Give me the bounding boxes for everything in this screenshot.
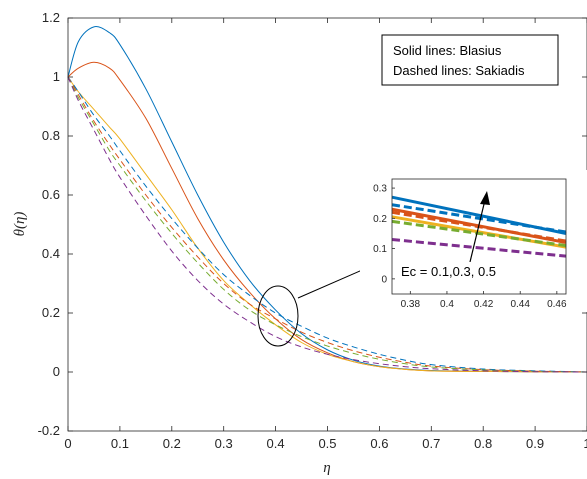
x-tick-label: 1	[583, 436, 587, 451]
legend-line-solid: Solid lines: Blasius	[393, 43, 502, 58]
y-tick-group: -0.2 0 0.2 0.4 0.6 0.8 1 1.2	[38, 10, 587, 438]
series-line-solid-2	[67, 76, 587, 373]
y-tick-label: 0.4	[42, 246, 60, 261]
inset-y-tick-group: 0 0.1 0.2 0.3	[373, 184, 395, 285]
main-plot-area: 00.10.20.30.40.50.60.70.80.91 -0.200.20.…	[38, 10, 587, 451]
inset-series-line-dashed-5	[391, 219, 567, 248]
y-tick-label: 1	[53, 69, 60, 84]
x-tick-label: 0.8	[474, 436, 492, 451]
legend: Solid lines: Blasius Dashed lines: Sakia…	[381, 34, 559, 86]
inset-y-tick-label: 0.1	[373, 244, 387, 255]
series-line-dashed-6	[67, 76, 587, 373]
x-axis-label: η	[323, 460, 330, 476]
x-tick-label: 0.2	[163, 436, 181, 451]
legend-box	[381, 34, 559, 86]
inset-x-tick-label: 0.4	[440, 299, 454, 310]
inset-series-line-dashed-6	[391, 238, 567, 258]
y-tick-label: -0.2	[38, 423, 60, 438]
inset-x-tick-label: 0.38	[401, 299, 421, 310]
x-tick-label: 0.5	[318, 436, 336, 451]
y-tick-label: 0.2	[42, 305, 60, 320]
x-tick-label: 0	[64, 436, 71, 451]
ec-arrow-head	[480, 191, 490, 205]
ec-arrow-shaft	[469, 199, 486, 263]
inset-y-tick-label: 0.3	[373, 184, 387, 195]
series-line-dashed-3	[67, 76, 587, 373]
x-tick-label: 0.9	[526, 436, 544, 451]
inset-plot: 0.38 0.4 0.42 0.44 0.46 0 0.1 0.2 0.3 Ec = 0.1,…	[360, 170, 587, 312]
annotation-background	[398, 262, 544, 280]
y-tick-label: 1.2	[42, 10, 60, 25]
inset-frame	[391, 178, 567, 295]
x-tick-group: 0 0.1 0.2 0.3 0.4 0.5 0.6 0.7 0.8 0.9 1	[64, 18, 587, 451]
series-line-dashed-4	[67, 76, 587, 373]
x-tick-label: 0.3	[215, 436, 233, 451]
x-tick-label: 0.6	[370, 436, 388, 451]
y-axis-label: θ(η)	[12, 212, 28, 237]
inset-series-line-dashed-3	[391, 203, 567, 234]
x-tick-label: 0.4	[267, 436, 285, 451]
main-series-group	[67, 26, 587, 373]
inset-x-tick-label: 0.46	[547, 299, 567, 310]
y-tick-label: 0	[53, 364, 60, 379]
ec-annotation: Ec = 0.1,0.3, 0.5	[401, 264, 496, 279]
series-line-dashed-5	[67, 76, 587, 373]
x-tick-label: 0.7	[422, 436, 440, 451]
legend-line-dashed: Dashed lines: Sakiadis	[393, 63, 525, 78]
inset-x-tick-label: 0.42	[474, 299, 494, 310]
inset-x-tick-group: 0.38 0.4 0.42 0.44 0.46	[401, 291, 567, 310]
inset-x-tick-label: 0.44	[510, 299, 530, 310]
inset-y-tick-label: 0.2	[373, 214, 387, 225]
zoom-region-ellipse	[257, 285, 299, 347]
x-tick-label: 0.1	[111, 436, 129, 451]
y-tick-label: 0.6	[42, 187, 60, 202]
inset-y-tick-label: 0	[381, 274, 387, 285]
y-tick-label: 0.8	[42, 128, 60, 143]
